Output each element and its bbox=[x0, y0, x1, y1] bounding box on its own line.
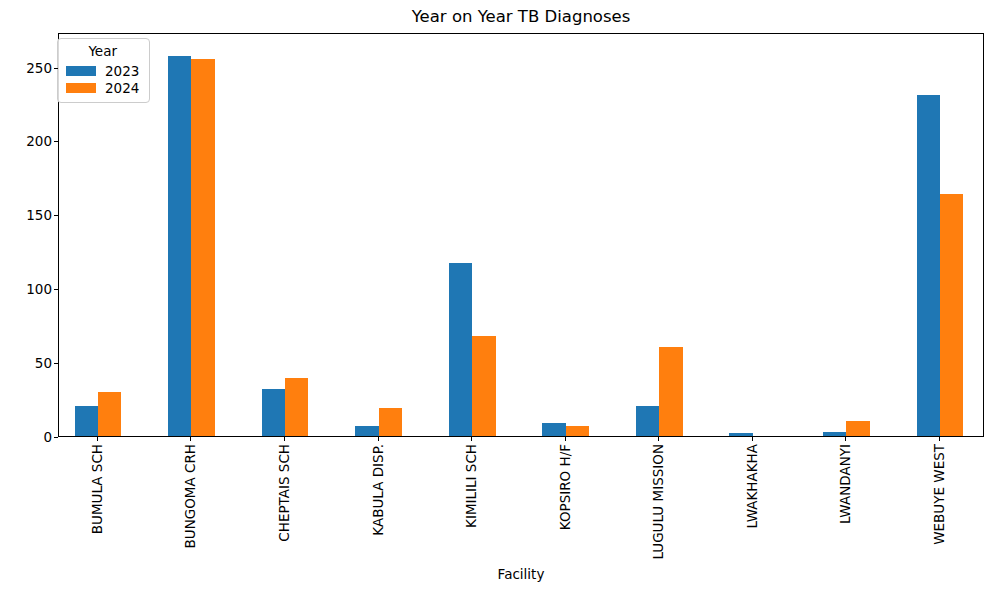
x-tick-label: BUMULA SCH bbox=[89, 444, 106, 534]
bar-2023-kimilili-sch bbox=[449, 263, 472, 436]
bar-2023-bumula-sch bbox=[75, 406, 98, 436]
y-tick-label: 50 bbox=[0, 355, 52, 371]
x-tick-mark bbox=[565, 437, 566, 441]
bar-2024-lugulu-mission bbox=[659, 347, 682, 436]
y-tick-mark bbox=[54, 289, 58, 290]
chart-title: Year on Year TB Diagnoses bbox=[58, 7, 984, 26]
bar-2023-kabula-disp- bbox=[355, 426, 378, 436]
legend-item-2023: 2023 bbox=[66, 62, 139, 79]
bar-2023-bungoma-crh bbox=[168, 56, 191, 436]
bar-2024-cheptais-sch bbox=[285, 378, 308, 436]
x-tick-label: KABULA DISP. bbox=[370, 444, 387, 536]
figure: Year on Year TB Diagnoses Year 2023 2024… bbox=[0, 0, 1000, 600]
legend-label-2023: 2023 bbox=[105, 63, 139, 79]
x-tick-mark bbox=[939, 437, 940, 441]
bar-2024-lwandanyi bbox=[846, 421, 869, 436]
y-tick-mark bbox=[54, 68, 58, 69]
x-tick-mark bbox=[190, 437, 191, 441]
x-tick-mark bbox=[752, 437, 753, 441]
y-tick-label: 200 bbox=[0, 133, 52, 149]
legend-label-2024: 2024 bbox=[105, 80, 139, 96]
x-tick-label: BUNGOMA CRH bbox=[182, 444, 199, 548]
y-tick-mark bbox=[54, 215, 58, 216]
x-tick-mark bbox=[471, 437, 472, 441]
x-tick-label: LWANDANYI bbox=[837, 444, 854, 524]
bar-2023-lwakhakha bbox=[729, 433, 752, 436]
bar-2023-cheptais-sch bbox=[262, 389, 285, 436]
bar-2024-webuye-west bbox=[940, 194, 963, 436]
bar-2023-kopsiro-h-f bbox=[542, 423, 565, 436]
x-tick-label: KOPSIRO H/F bbox=[557, 444, 574, 530]
legend-item-2024: 2024 bbox=[66, 79, 139, 96]
bar-2024-kopsiro-h-f bbox=[566, 426, 589, 436]
legend-swatch-2024 bbox=[66, 83, 96, 93]
y-tick-label: 250 bbox=[0, 60, 52, 76]
legend-swatch-2023 bbox=[66, 66, 96, 76]
bar-2023-webuye-west bbox=[917, 95, 940, 436]
legend-title: Year bbox=[66, 43, 139, 59]
x-tick-mark bbox=[378, 437, 379, 441]
bar-2023-lwandanyi bbox=[823, 432, 846, 436]
x-tick-label: WEBUYE WEST bbox=[931, 444, 948, 545]
bar-2024-bumula-sch bbox=[98, 392, 121, 436]
y-tick-mark bbox=[54, 141, 58, 142]
x-tick-mark bbox=[284, 437, 285, 441]
y-tick-label: 100 bbox=[0, 281, 52, 297]
y-tick-label: 0 bbox=[0, 429, 52, 445]
bar-2024-kabula-disp- bbox=[379, 408, 402, 436]
plot-area bbox=[58, 33, 984, 437]
x-tick-mark bbox=[658, 437, 659, 441]
y-tick-mark bbox=[54, 437, 58, 438]
bar-2024-bungoma-crh bbox=[191, 59, 214, 436]
x-tick-label: CHEPTAIS SCH bbox=[276, 444, 293, 542]
bar-2023-lugulu-mission bbox=[636, 406, 659, 436]
legend: Year 2023 2024 bbox=[57, 38, 150, 103]
y-tick-mark bbox=[54, 363, 58, 364]
x-tick-mark bbox=[97, 437, 98, 441]
bar-2024-kimilili-sch bbox=[472, 336, 495, 437]
y-tick-label: 150 bbox=[0, 207, 52, 223]
x-tick-mark bbox=[845, 437, 846, 441]
x-tick-label: KIMILILI SCH bbox=[463, 444, 480, 528]
x-tick-label: LUGULU MISSION bbox=[650, 444, 667, 560]
x-tick-label: LWAKHAKHA bbox=[744, 444, 761, 529]
x-axis-label: Facility bbox=[58, 566, 984, 582]
